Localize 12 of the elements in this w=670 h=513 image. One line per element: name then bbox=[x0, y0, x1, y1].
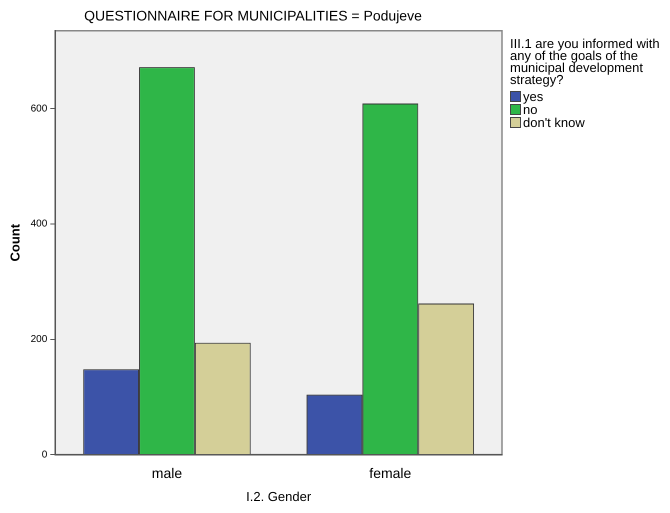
x-tick-label: female bbox=[369, 464, 412, 481]
y-tick-label: 600 bbox=[30, 103, 48, 114]
y-tick-label: 0 bbox=[42, 449, 48, 460]
y-tick-label: 200 bbox=[30, 334, 48, 346]
y-axis-title: Count bbox=[7, 223, 22, 262]
y-tick-label: 400 bbox=[30, 218, 48, 230]
legend-label: don't know bbox=[523, 114, 585, 130]
x-tick-label: male bbox=[152, 464, 182, 481]
chart-title: QUESTIONNAIRE FOR MUNICIPALITIES = Podujeve bbox=[84, 7, 422, 24]
legend-label: yes bbox=[523, 88, 544, 104]
legend-title: III.1 are you informed with any of the goals of the municipal development strategy? bbox=[510, 36, 661, 87]
x-axis-title: I.2. Gender bbox=[246, 488, 312, 504]
